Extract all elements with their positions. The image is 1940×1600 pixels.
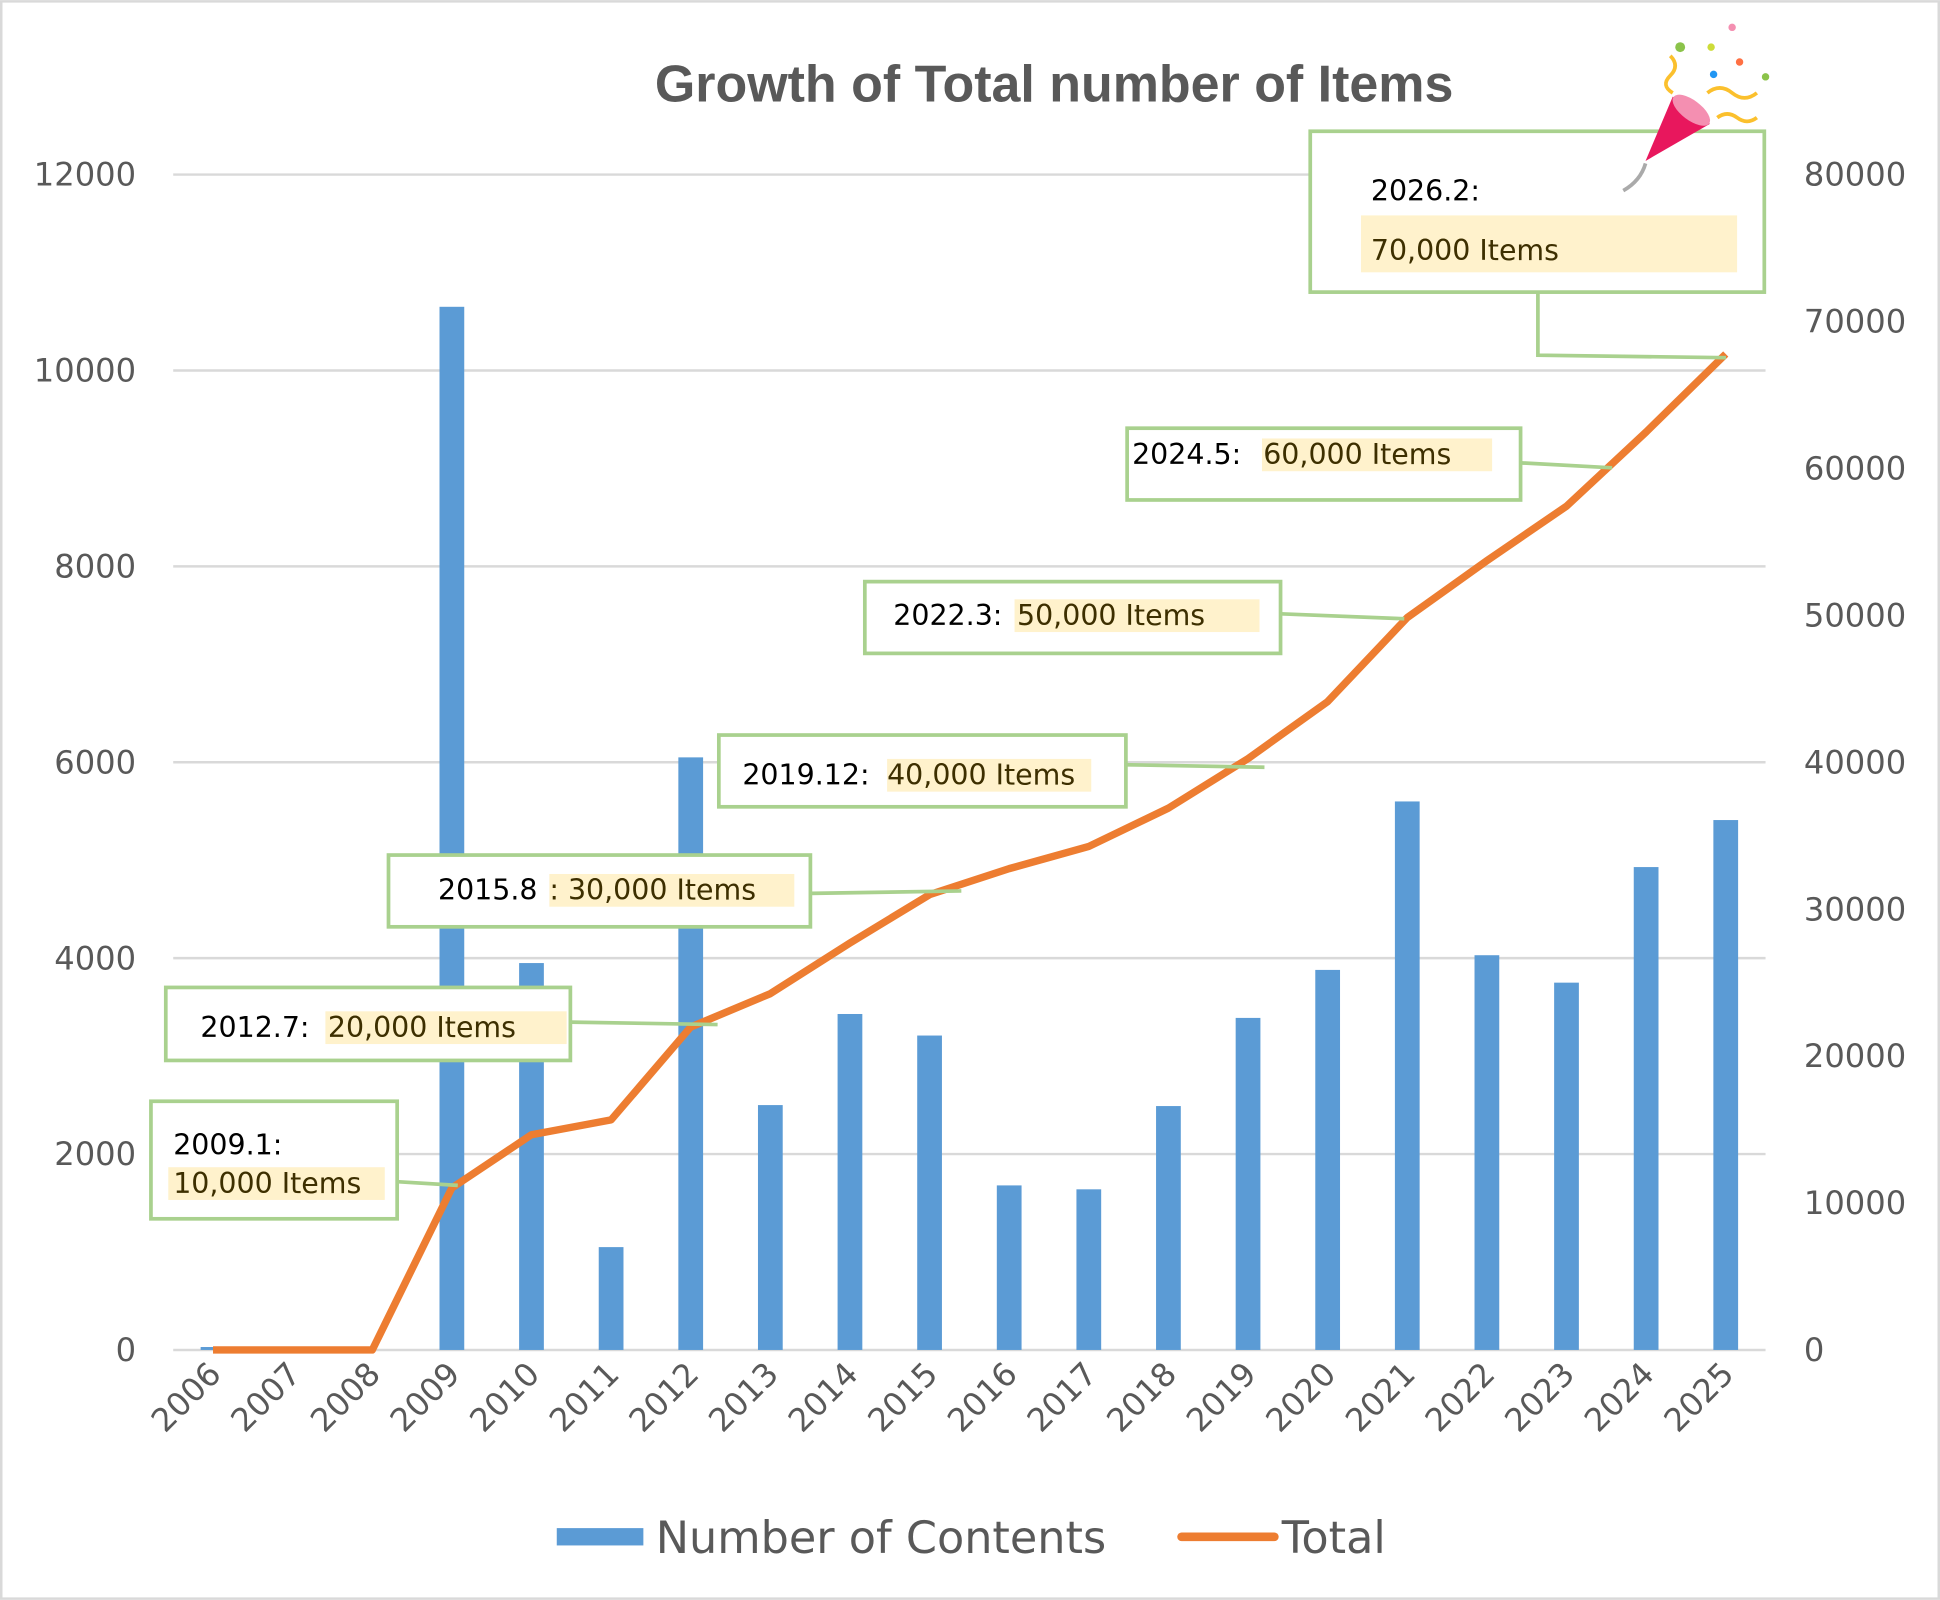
annotation-leader	[1520, 460, 1613, 470]
left-axis-tick: 2000	[54, 1135, 136, 1173]
legend: Number of Contents Total	[556, 1512, 1386, 1564]
annotation-highlight	[168, 1167, 385, 1200]
annotation-leader	[1536, 293, 1726, 360]
bar-2016	[996, 1185, 1022, 1350]
annotation-date: 2019.12:	[742, 759, 869, 792]
annotation-0: 2009.1: 10,000 Items	[149, 1099, 458, 1221]
bar-2017	[1076, 1189, 1102, 1350]
annotation-4: 2022.3: 50,000 Items	[862, 579, 1405, 656]
bar-2009	[439, 306, 465, 1350]
annotation-highlight	[1261, 438, 1493, 472]
annotation-highlight	[1014, 599, 1260, 633]
party-popper-icon	[1622, 23, 1770, 193]
bar-2019	[1235, 1017, 1261, 1350]
bar-2020	[1315, 969, 1341, 1350]
annotation-value: : 30,000 Items	[549, 874, 756, 907]
annotation-1: 2012.7: 20,000 Items	[163, 985, 718, 1063]
annotation-value: 40,000 Items	[887, 759, 1075, 792]
bar-2014	[837, 1013, 863, 1350]
bar-2022	[1474, 955, 1500, 1350]
chart-title: Growth of Total number of Items	[655, 56, 1454, 114]
bar-2025	[1713, 820, 1739, 1350]
annotation-date: 2026.2:	[1371, 175, 1480, 208]
bar-2012	[678, 757, 704, 1350]
annotation-highlight	[1360, 215, 1738, 273]
annotation-highlight	[887, 758, 1092, 792]
right-axis-tick: 0	[1804, 1331, 1824, 1369]
right-axis-tick: 70000	[1804, 303, 1906, 341]
annotation-leader	[1125, 762, 1265, 770]
annotation-date: 2024.5:	[1132, 438, 1241, 471]
annotation-highlight	[325, 1011, 567, 1045]
right-axis-tick: 40000	[1804, 743, 1906, 781]
annotation-date: 2015.8	[438, 874, 538, 907]
right-axis-tick: 50000	[1804, 596, 1906, 634]
right-axis-tick: 10000	[1804, 1184, 1906, 1222]
left-axis-tick: 10000	[34, 352, 136, 390]
bar-2021	[1394, 801, 1420, 1350]
annotation-date: 2012.7:	[200, 1011, 309, 1044]
annotation-value: 50,000 Items	[1017, 599, 1205, 632]
legend-label-total: Total	[1281, 1512, 1386, 1564]
legend-label-contents: Number of Contents	[656, 1512, 1106, 1564]
annotation-leader	[1280, 611, 1405, 621]
left-axis-tick: 6000	[54, 743, 136, 781]
annotation-5: 2024.5: 60,000 Items	[1125, 426, 1613, 502]
bar-2011	[598, 1247, 624, 1350]
annotation-2: 2015.8 : 30,000 Items	[386, 853, 962, 929]
left-axis-tick: 4000	[54, 939, 136, 977]
annotation-value: 20,000 Items	[328, 1011, 516, 1044]
annotation-6: 2026.2: 70,000 Items	[1308, 129, 1767, 360]
annotation-highlight	[549, 873, 795, 907]
bar-2024	[1633, 867, 1659, 1350]
annotation-leader	[397, 1179, 458, 1188]
annotation-date: 2022.3:	[893, 599, 1002, 632]
right-axis-tick: 20000	[1804, 1037, 1906, 1075]
total-line	[213, 351, 1729, 1354]
bar-2023	[1554, 982, 1579, 1350]
annotation-value: 60,000 Items	[1263, 438, 1451, 471]
annotation-leader	[570, 1020, 718, 1027]
right-axis-tick: 30000	[1804, 890, 1906, 928]
right-axis-tick: 60000	[1804, 450, 1906, 488]
bar-2013	[757, 1105, 783, 1350]
annotation-value: 10,000 Items	[173, 1167, 361, 1200]
bar-2015	[917, 1035, 942, 1350]
annotation-leader	[810, 889, 962, 896]
left-axis-tick: 8000	[54, 548, 136, 586]
left-axis-tick: 0	[116, 1331, 136, 1369]
bar-2018	[1156, 1106, 1181, 1350]
annotation-3: 2019.12: 40,000 Items	[716, 733, 1265, 809]
right-axis-tick: 80000	[1804, 156, 1906, 194]
annotation-date: 2009.1:	[173, 1128, 282, 1161]
annotation-value: 70,000 Items	[1371, 234, 1559, 267]
legend-swatch-bar	[556, 1528, 644, 1546]
left-axis-tick: 12000	[34, 156, 136, 194]
